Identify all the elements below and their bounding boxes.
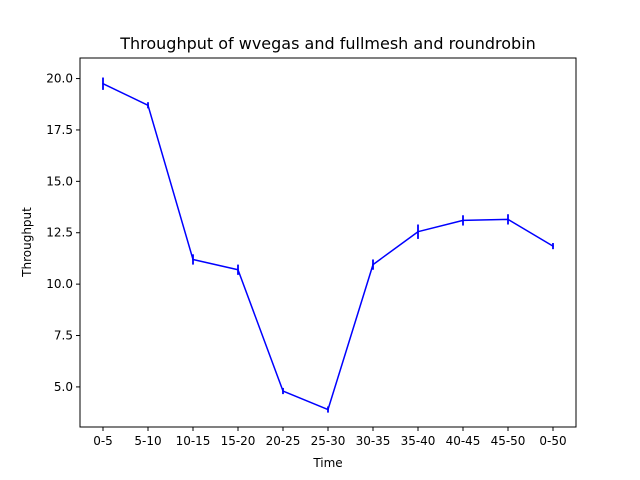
data-point: [507, 218, 509, 221]
x-tick-label: 25-30: [311, 434, 346, 448]
axes-frame: [79, 57, 577, 428]
y-axis: 5.0 7.5 10.0 12.5 15.0 17.5 20.0: [46, 72, 80, 394]
data-point: [372, 263, 374, 266]
data-point: [237, 268, 239, 271]
data-point: [282, 390, 284, 392]
chart-title: Throughput of wvegas and fullmesh and ro…: [119, 34, 536, 53]
data-point: [102, 82, 104, 85]
data-point: [552, 245, 554, 247]
x-tick-label: 40-45: [446, 434, 481, 448]
x-tick-label: 10-15: [176, 434, 211, 448]
x-tick-label: 5-10: [134, 434, 161, 448]
data-point: [327, 408, 329, 411]
y-tick-label: 12.5: [46, 226, 73, 240]
data-point: [192, 258, 194, 261]
y-tick-label: 7.5: [54, 329, 73, 343]
x-axis-label: Time: [312, 456, 342, 470]
y-tick-label: 15.0: [46, 174, 73, 188]
x-tick-label: 45-50: [491, 434, 526, 448]
x-tick-label: 0-5: [93, 434, 113, 448]
plot-area: [102, 77, 554, 413]
x-tick-label: 20-25: [266, 434, 301, 448]
y-axis-label: Throughput: [20, 207, 34, 278]
x-tick-label: 30-35: [356, 434, 391, 448]
x-tick-label: 0-50: [539, 434, 566, 448]
x-tick-label: 15-20: [221, 434, 256, 448]
x-tick-label: 35-40: [401, 434, 436, 448]
data-point: [417, 230, 419, 233]
y-tick-label: 5.0: [54, 380, 73, 394]
y-tick-label: 20.0: [46, 72, 73, 86]
y-tick-label: 17.5: [46, 123, 73, 137]
series-line: [102, 83, 554, 411]
data-point: [462, 219, 464, 222]
y-tick-label: 10.0: [46, 277, 73, 291]
data-point: [147, 104, 149, 107]
x-axis: 0-5 5-10 10-15 15-20 20-25 25-30 30-35 35-40 40-…: [93, 427, 567, 448]
